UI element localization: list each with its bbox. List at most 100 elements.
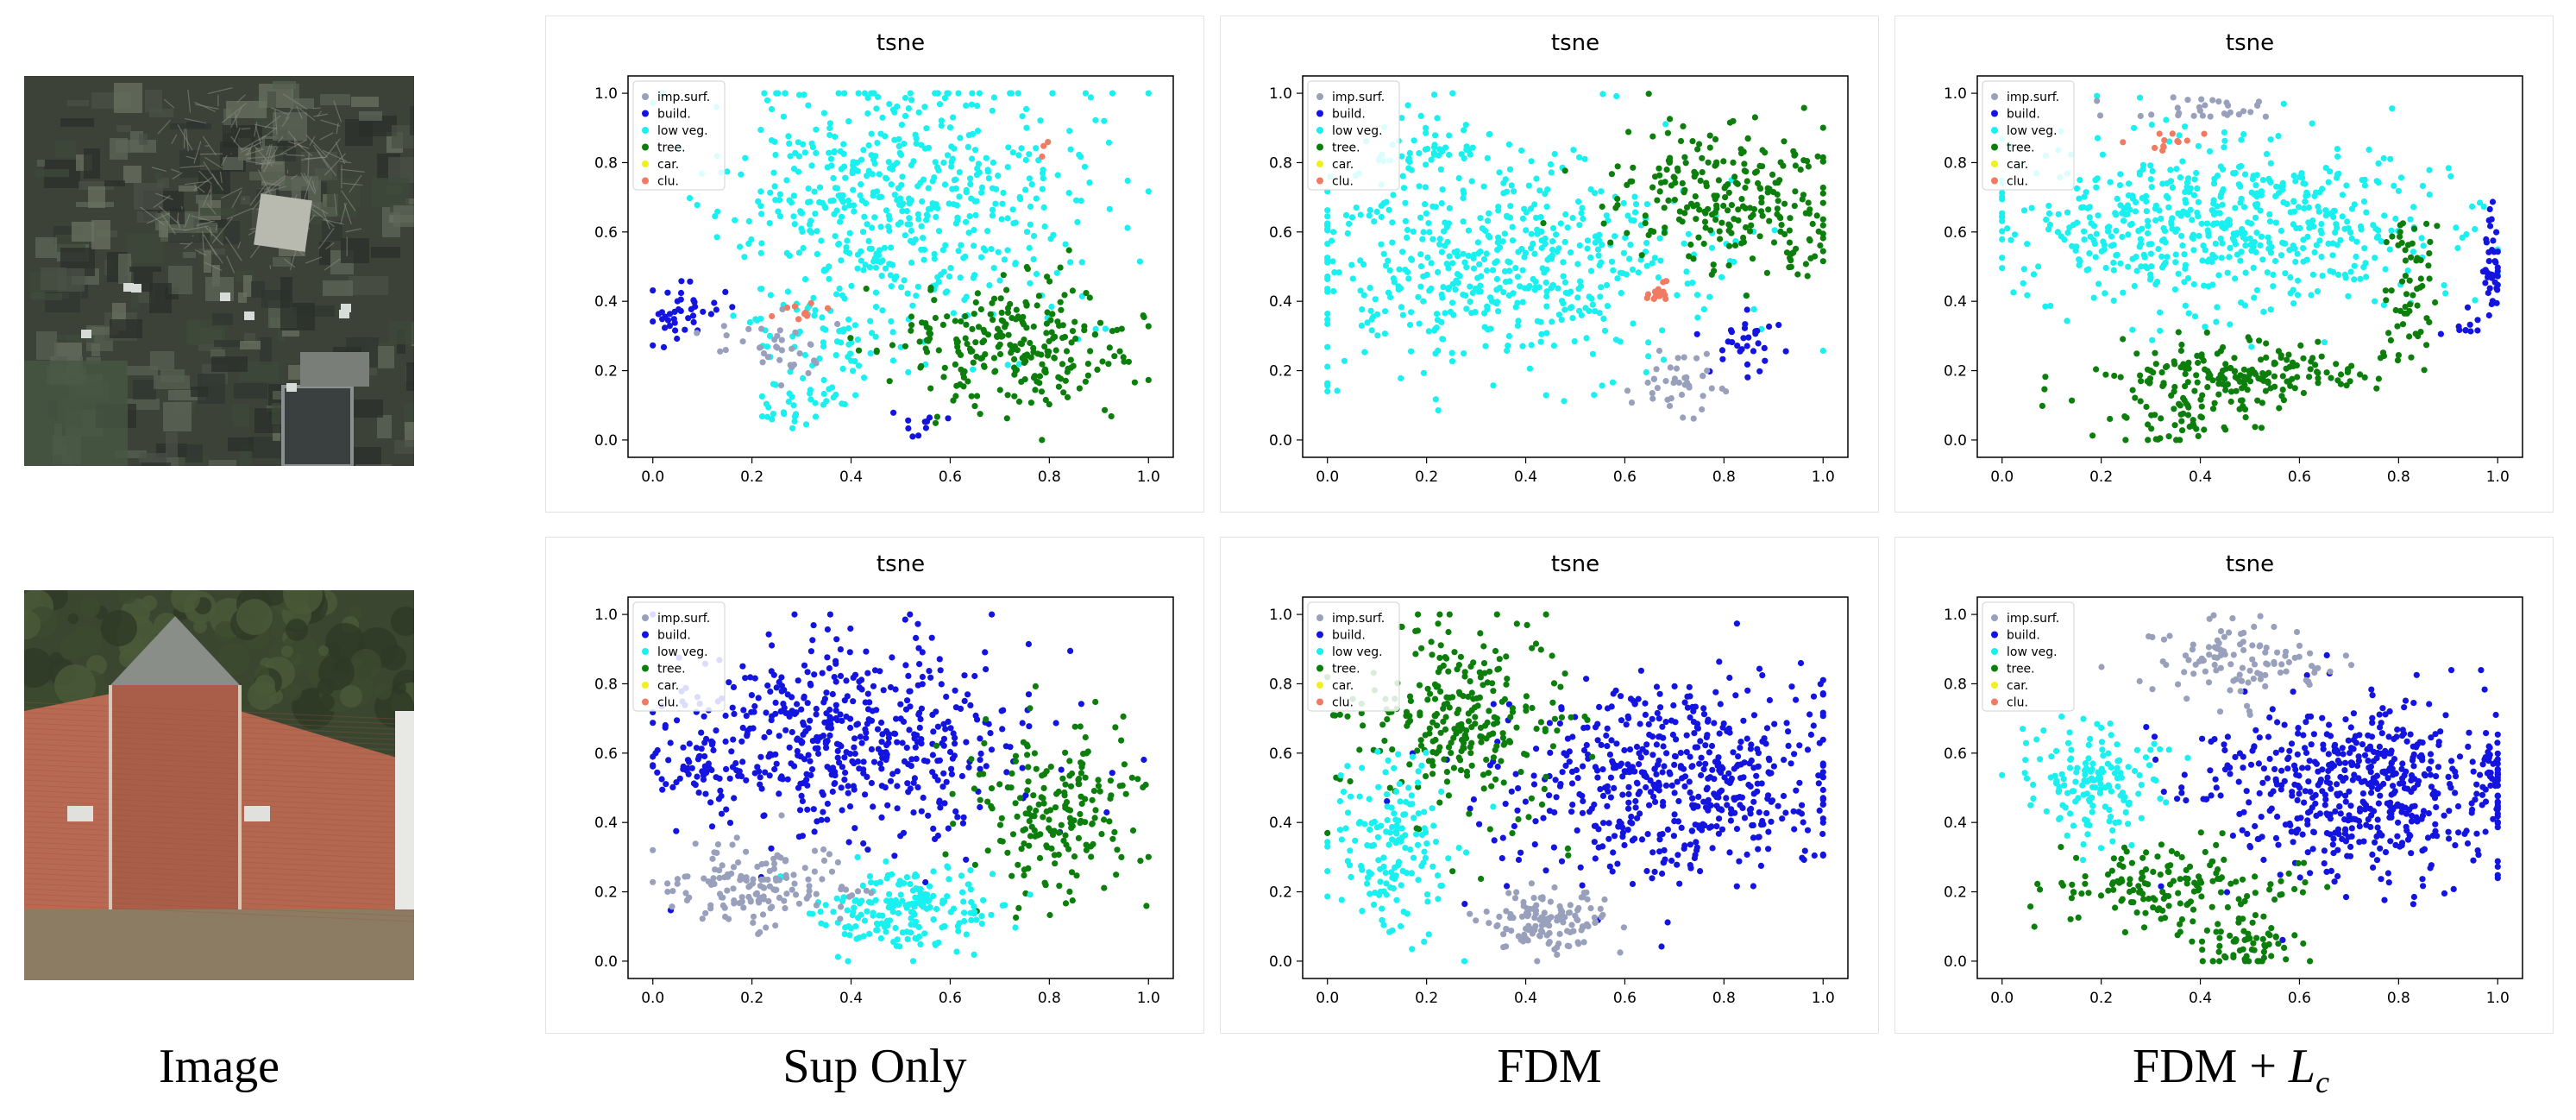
scatter-point-tree <box>1072 335 1079 343</box>
scatter-point-low-veg <box>2318 254 2325 261</box>
scatter-point-imp-surf <box>2235 111 2242 118</box>
scatter-point-low-veg <box>800 244 807 252</box>
scatter-point-low-veg <box>826 120 833 127</box>
scatter-point-low-veg <box>2120 205 2127 212</box>
scatter-point-low-veg <box>1568 249 1574 256</box>
scatter-point-tree <box>1031 750 1038 757</box>
scatter-point-build <box>1687 753 1693 760</box>
scatter-point-tree <box>1725 189 1732 196</box>
scatter-point-low-veg <box>1771 227 1778 234</box>
scatter-point-build <box>832 702 839 708</box>
scatter-point-low-veg <box>1532 278 1539 285</box>
scatter-point-low-veg <box>894 103 901 110</box>
scatter-point-low-veg <box>2145 223 2152 230</box>
scatter-point-tree <box>1662 224 1668 231</box>
scatter-point-low-veg <box>1999 236 2006 242</box>
scatter-point-build <box>952 740 958 747</box>
scatter-point-tree <box>2426 250 2433 257</box>
scatter-point-low-veg <box>872 304 880 311</box>
scatter-point-low-veg <box>2316 237 2323 244</box>
scatter-point-low-veg <box>1674 292 1681 299</box>
scatter-point-imp-surf <box>1675 379 1682 387</box>
scatter-point-tree <box>1716 228 1723 235</box>
scatter-point-low-veg <box>855 362 863 369</box>
scatter-point-low-veg <box>2301 204 2308 211</box>
y-tick-label: 1.0 <box>1944 85 1967 103</box>
scatter-point-low-veg <box>876 171 883 178</box>
scatter-point-tree <box>1696 206 1703 213</box>
scatter-point-tree <box>2343 382 2350 389</box>
scatter-point-tree <box>1769 171 1776 178</box>
scatter-point-tree <box>873 349 880 356</box>
y-tick-label: 0.6 <box>594 746 618 763</box>
scatter-point-low-veg <box>767 189 774 196</box>
scatter-point-low-veg <box>964 143 971 150</box>
aerial-object <box>131 284 141 293</box>
scatter-point-low-veg <box>2345 293 2352 299</box>
scatter-point-clu <box>1643 294 1650 301</box>
aerial-branch <box>202 230 204 251</box>
scatter-point-low-veg <box>2319 273 2326 280</box>
scatter-point-build <box>1026 723 1033 730</box>
scatter-point-imp-surf <box>2148 111 2155 118</box>
aerial-branch <box>185 180 209 186</box>
scatter-point-low-veg <box>854 251 862 258</box>
scatter-point-build <box>869 708 876 714</box>
scatter-point-low-veg <box>870 909 876 916</box>
scatter-point-tree <box>1043 808 1050 815</box>
scatter-point-low-veg <box>944 152 952 159</box>
scatter-point-build <box>784 691 791 698</box>
scatter-point-build <box>821 695 828 702</box>
aerial-texture <box>267 91 276 108</box>
legend: imp.surf.build.low veg.tree.car.clu. <box>632 80 726 191</box>
scatter-point-build <box>824 626 831 633</box>
scatter-point-build <box>907 703 914 710</box>
scatter-point-tree <box>2259 400 2265 406</box>
scatter-point-low-veg <box>1357 287 1364 294</box>
scatter-point-tree <box>941 364 948 371</box>
scatter-point-low-veg <box>1613 92 1620 100</box>
scatter-point-low-veg <box>918 246 925 253</box>
scatter-point-low-veg <box>2143 208 2150 215</box>
scatter-point-build <box>905 789 912 796</box>
scatter-point-low-veg <box>933 213 939 221</box>
scatter-point-clu <box>1660 279 1667 286</box>
scatter-point-low-veg <box>1645 339 1652 346</box>
scatter-point-build <box>824 654 831 661</box>
scatter-point-low-veg <box>988 911 995 918</box>
scatter-point-imp-surf <box>763 924 770 931</box>
scatter-point-low-veg <box>820 376 827 384</box>
scatter-point-low-veg <box>2173 226 2181 233</box>
scatter-point-low-veg <box>2300 245 2307 252</box>
scatter-point-low-veg <box>2237 257 2244 264</box>
scatter-point-low-veg <box>1027 203 1034 211</box>
scatter-point-build <box>1738 346 1745 353</box>
scatter-point-low-veg <box>2314 288 2321 295</box>
scatter-point-low-veg <box>848 357 855 364</box>
scatter-point-tree <box>2209 406 2217 412</box>
scatter-point-low-veg <box>2313 242 2320 249</box>
scatter-point-low-veg <box>1626 255 1633 262</box>
scatter-point-low-veg <box>2004 225 2011 232</box>
aerial-foliage <box>325 623 365 663</box>
scatter-point-build <box>914 620 921 627</box>
aerial-texture <box>191 387 208 397</box>
scatter-point-build <box>914 783 921 791</box>
scatter-point-tree <box>1112 724 1119 731</box>
scatter-point-low-veg <box>2077 177 2083 184</box>
scatter-point-low-veg <box>989 212 996 219</box>
scatter-point-imp-surf <box>719 862 726 869</box>
scatter-point-tree <box>1680 123 1687 129</box>
scatter-point-low-veg <box>2271 257 2279 265</box>
scatter-point-tree <box>950 821 957 827</box>
y-tick-label: 0.8 <box>594 154 618 172</box>
scatter-point-low-veg <box>768 105 776 113</box>
scatter-point-build <box>919 681 926 688</box>
scatter-point-tree <box>1098 831 1105 838</box>
aerial-texture <box>150 351 174 370</box>
scatter-point-low-veg <box>1463 146 1470 153</box>
scatter-point-tree <box>1066 758 1073 764</box>
scatter-point-tree <box>2258 356 2265 363</box>
scatter-point-low-veg <box>888 283 895 290</box>
scatter-point-imp-surf <box>764 354 771 361</box>
